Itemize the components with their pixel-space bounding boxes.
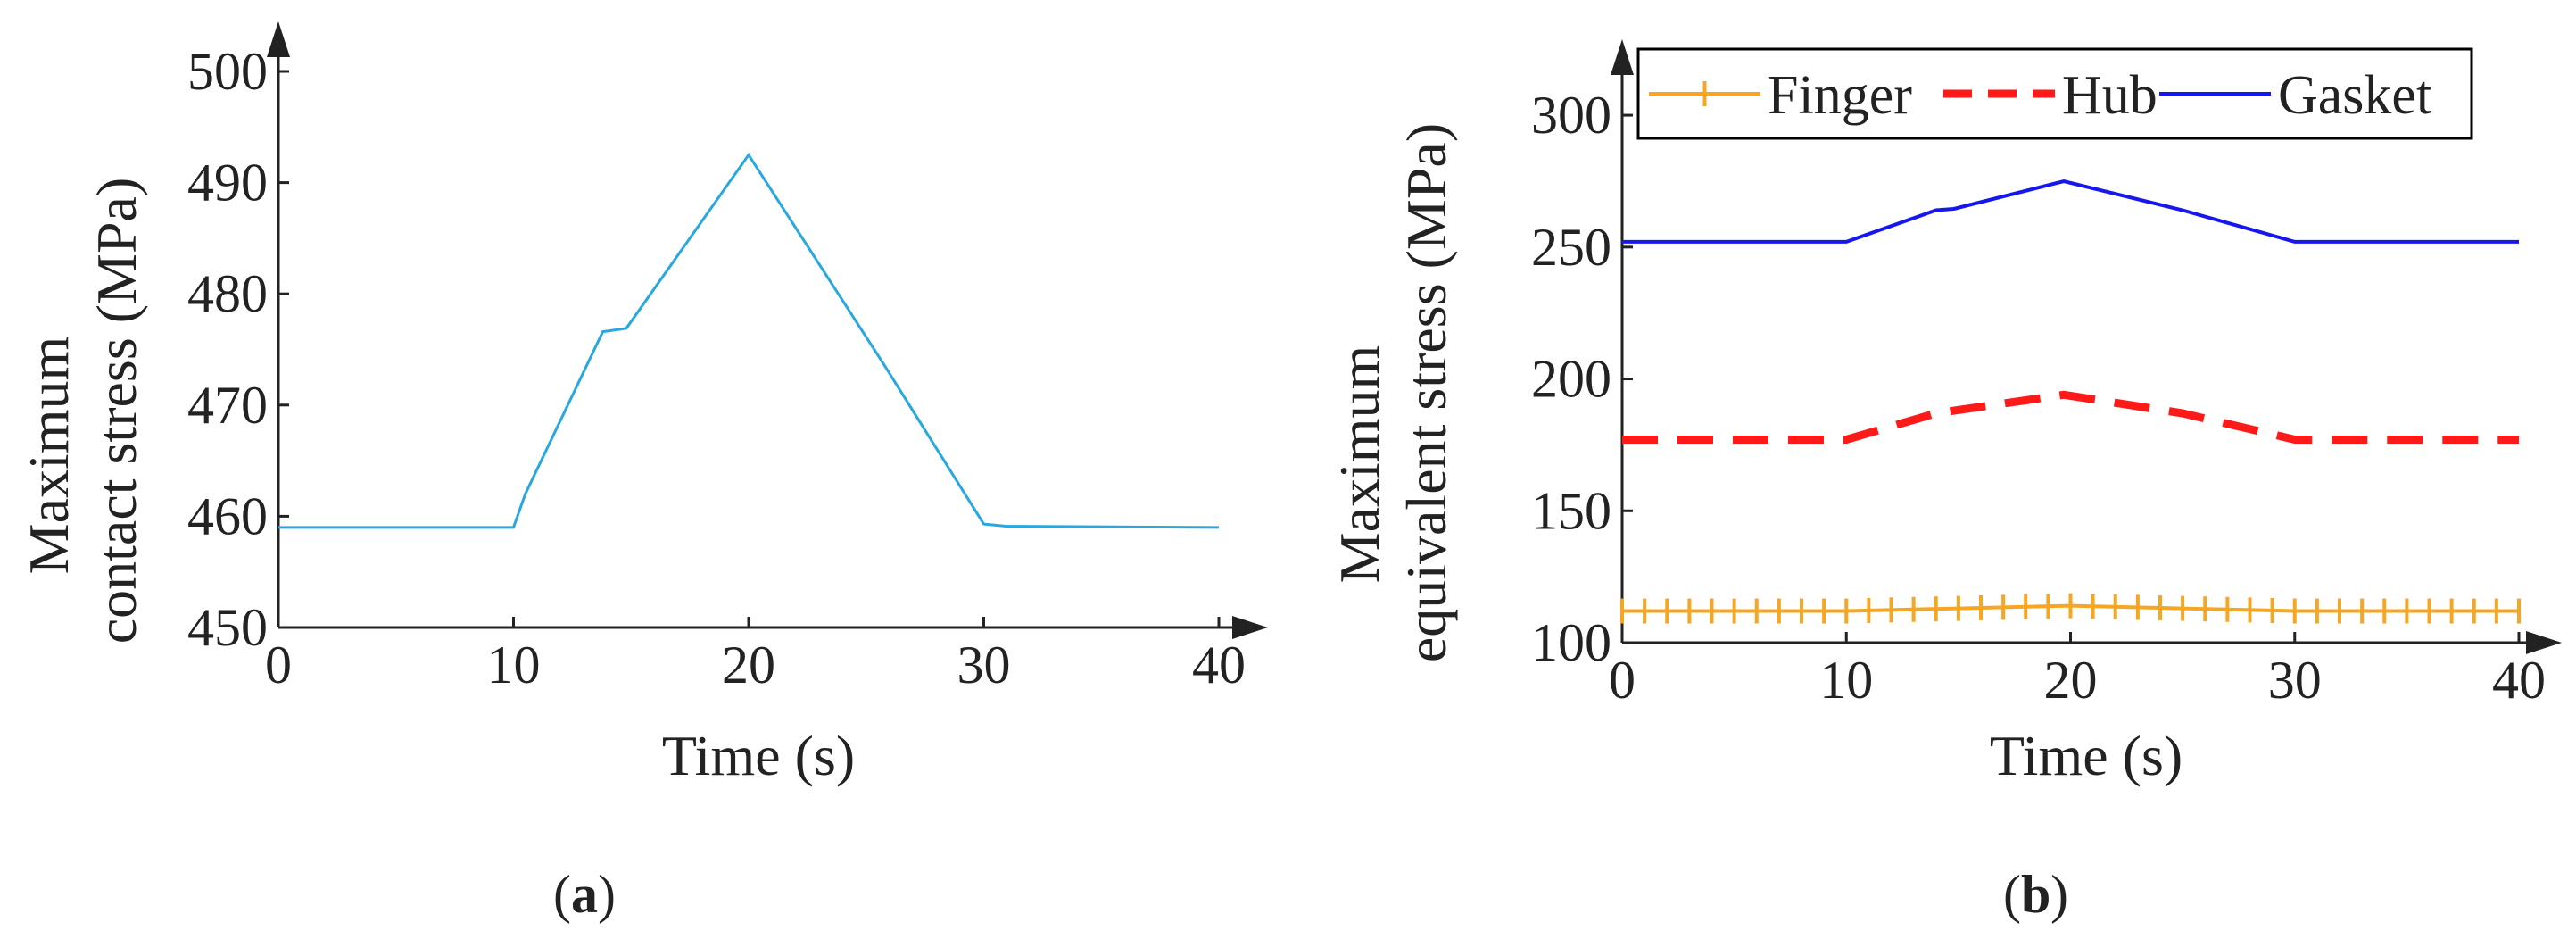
panel-a-series xyxy=(278,152,1220,529)
y-tick-label: 460 xyxy=(187,486,268,545)
series-line-hub xyxy=(1622,390,2519,444)
y-tick-label: 250 xyxy=(1531,218,1611,277)
legend-label-gasket: Gasket xyxy=(2278,65,2431,126)
series-line-contact-stress xyxy=(278,152,1220,529)
panel-b-chart: 100 150 200 250 300 0 10 20 30 40 Time (s) Maxim… xyxy=(1328,39,2562,924)
panel-b-label-open: ( xyxy=(2003,865,2021,924)
panel-a-label-open: ( xyxy=(553,865,571,924)
x-tick-label: 0 xyxy=(1609,651,1636,710)
panel-b-y-axis-arrow xyxy=(1611,39,1634,75)
panel-b-label-letter: b xyxy=(2021,865,2050,924)
x-tick-label: 10 xyxy=(1819,651,1873,710)
x-tick-label: 40 xyxy=(2492,651,2546,710)
panel-a-y-axis-label-line2: contact stress (MPa) xyxy=(85,178,148,644)
panel-a-chart: 450 460 470 480 490 500 0 10 20 30 40 Time (s) Ma… xyxy=(17,21,1268,924)
panel-a-label-close: ) xyxy=(598,865,616,924)
x-tick-label: 20 xyxy=(722,636,775,694)
panel-a-label: ( a ) xyxy=(553,865,616,924)
panel-b-label-close: ) xyxy=(2050,865,2068,924)
panel-b-axes xyxy=(1611,39,2562,654)
legend-label-finger: Finger xyxy=(1768,65,1912,126)
y-tick-label: 450 xyxy=(187,598,268,657)
panel-b-legend: Finger Hub Gasket xyxy=(1636,47,2473,140)
y-tick-label: 480 xyxy=(187,264,268,323)
legend-entries: Finger Hub Gasket xyxy=(1649,65,2431,126)
y-tick-label: 470 xyxy=(187,376,268,435)
y-tick-label: 100 xyxy=(1531,613,1611,672)
x-tick-label: 40 xyxy=(1192,636,1246,694)
x-tick-label: 20 xyxy=(2044,651,2098,710)
panel-a-y-axis-label-line1: Maximum xyxy=(17,337,80,575)
y-tick-label: 500 xyxy=(187,42,268,101)
panel-b-y-ticks: 100 150 200 250 300 xyxy=(1531,86,1633,672)
panel-b-x-axis-label: Time (s) xyxy=(1990,724,2183,787)
y-tick-label: 490 xyxy=(187,154,268,212)
panel-a-x-axis-arrow xyxy=(1232,616,1268,639)
panel-b-y-axis-label-line1: Maximum xyxy=(1328,345,1391,584)
panel-b-x-ticks: 0 10 20 30 40 xyxy=(1609,632,2546,710)
panel-b-y-axis-label-line2: equivalent stress (MPa) xyxy=(1395,123,1458,662)
x-tick-label: 0 xyxy=(265,636,292,694)
y-tick-label: 150 xyxy=(1531,481,1611,540)
panel-b-x-axis-arrow xyxy=(2526,631,2562,654)
panel-b-label: ( b ) xyxy=(2003,865,2068,924)
panel-b-series xyxy=(1620,179,2521,624)
y-tick-label: 200 xyxy=(1531,350,1611,409)
legend-label-hub: Hub xyxy=(2062,65,2158,126)
series-line-gasket xyxy=(1622,179,2519,244)
x-tick-label: 10 xyxy=(487,636,541,694)
panel-a-label-letter: a xyxy=(571,865,598,924)
panel-a-y-axis-arrow xyxy=(267,21,290,57)
panel-a-axes xyxy=(267,21,1268,639)
panel-a-x-axis-label: Time (s) xyxy=(662,724,855,787)
y-tick-label: 300 xyxy=(1531,86,1611,145)
x-tick-label: 30 xyxy=(957,636,1011,694)
x-tick-label: 30 xyxy=(2268,651,2322,710)
panel-a-x-ticks: 0 10 20 30 40 xyxy=(265,617,1246,694)
panel-a-y-ticks: 450 460 470 480 490 500 xyxy=(187,42,289,657)
